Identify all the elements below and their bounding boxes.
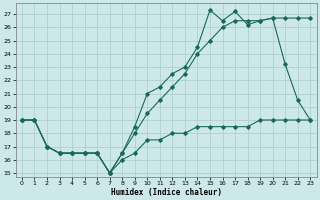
X-axis label: Humidex (Indice chaleur): Humidex (Indice chaleur) <box>111 188 221 197</box>
